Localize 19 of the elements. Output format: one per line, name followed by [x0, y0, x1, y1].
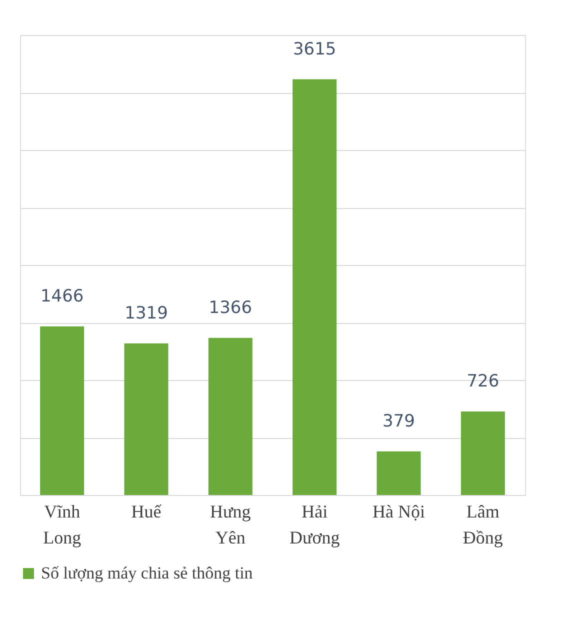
bar: [208, 338, 252, 495]
data-label: 1366: [208, 298, 252, 318]
bar: [40, 326, 84, 495]
x-tick-label: Hải Dương: [289, 502, 340, 548]
x-tick-label: Hà Nội: [372, 502, 425, 522]
data-label: 726: [466, 372, 500, 392]
data-label: 1319: [124, 303, 168, 324]
data-label: 379: [382, 411, 415, 432]
x-tick-label: Huế: [131, 502, 162, 522]
data-label: 1466: [40, 286, 84, 306]
bar: [460, 412, 505, 495]
bar: [124, 343, 168, 495]
x-tick-label: Hưng Yên: [210, 502, 251, 548]
bar: [292, 79, 337, 495]
bar: [376, 451, 421, 495]
legend-label: Số lượng máy chia sẻ thông tin: [41, 564, 254, 582]
x-tick-label: Lâm Đồng: [462, 502, 503, 548]
x-tick-label: Vĩnh Long: [43, 502, 82, 548]
data-label: 3615: [292, 39, 336, 60]
